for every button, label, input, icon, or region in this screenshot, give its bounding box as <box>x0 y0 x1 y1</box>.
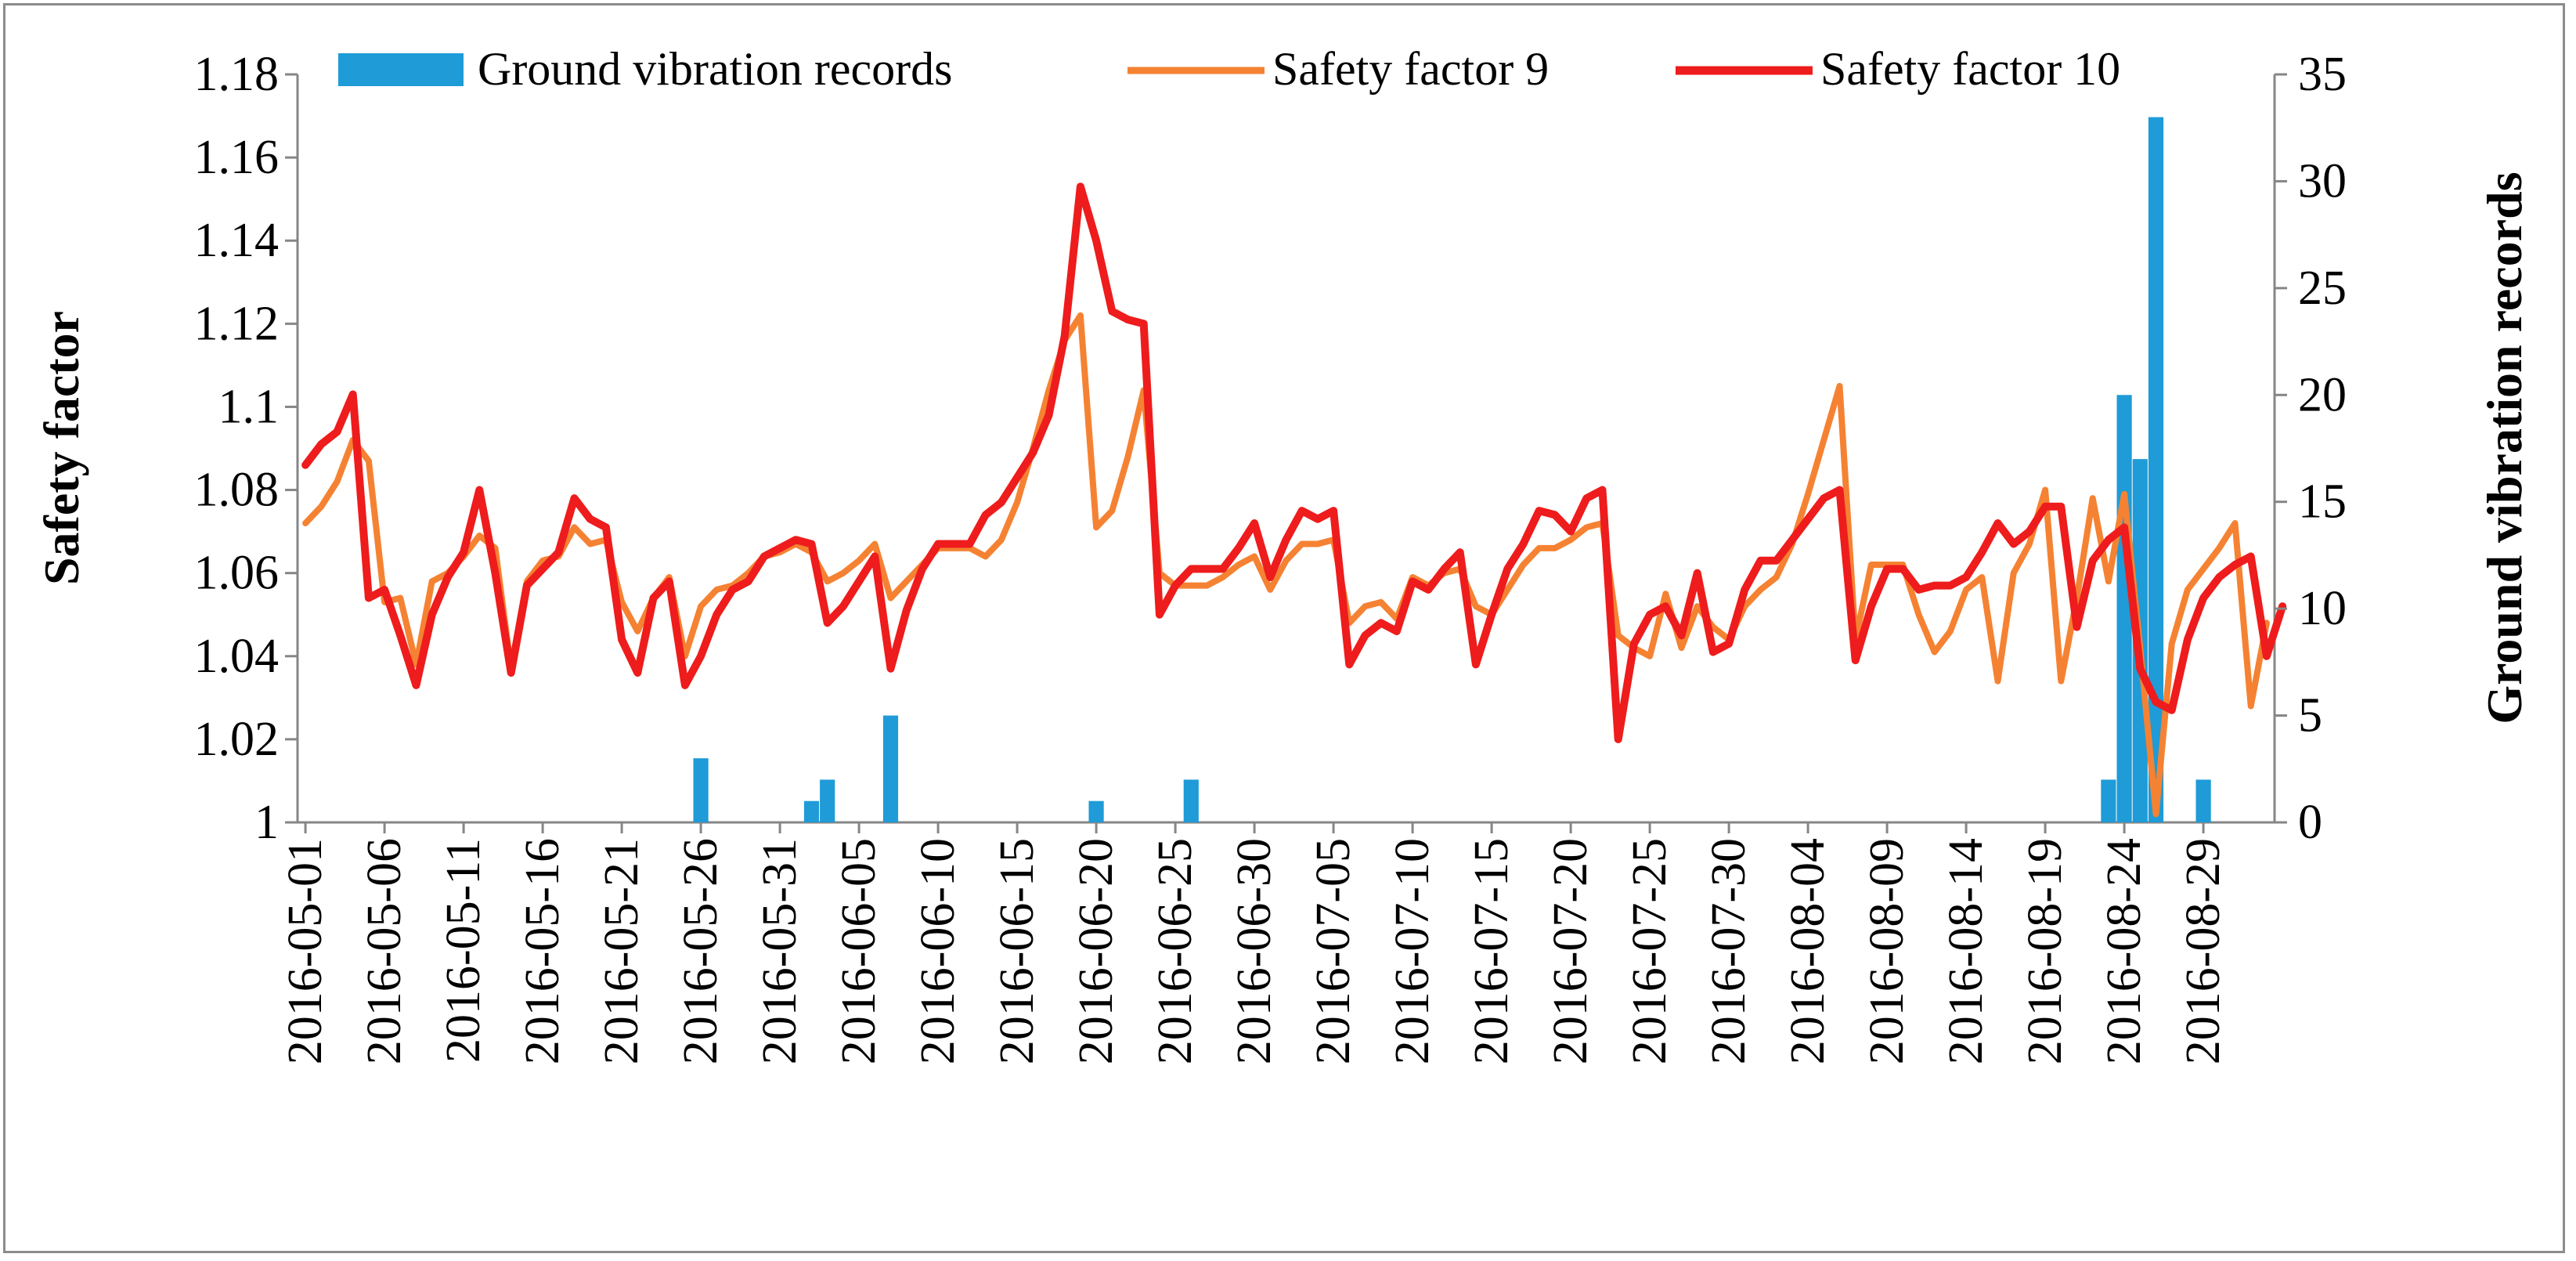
right-tick-label: 35 <box>2298 48 2347 101</box>
left-tick-label: 1.18 <box>194 48 280 101</box>
vibration-bar <box>803 800 820 822</box>
x-tick-label: 2016-06-10 <box>911 838 965 1064</box>
left-tick-label: 1.08 <box>194 464 280 517</box>
y-axis-title: Safety factor <box>34 311 89 585</box>
left-tick-label: 1.16 <box>194 131 280 184</box>
vibration-bars <box>693 117 2211 822</box>
legend-label-vibration: Ground vibration records <box>478 43 953 95</box>
x-tick-label: 2016-08-14 <box>1939 838 1993 1064</box>
legend-swatch-bars <box>338 53 464 86</box>
x-tick-label: 2016-06-25 <box>1149 838 1202 1064</box>
x-tick-label: 2016-08-29 <box>2177 838 2230 1064</box>
legend-item-sf10: Safety factor 10 <box>1676 43 2120 95</box>
plot-area: 1 1.02 1.04 1.06 1.08 1.1 1.12 1.14 1.16 1.18 0 5 1… <box>194 48 2347 1064</box>
series-line-safety-factor-10 <box>301 182 2287 743</box>
x-tick-label: 2016-05-16 <box>516 838 569 1064</box>
x-tick-label: 2016-07-10 <box>1386 838 1439 1064</box>
right-axis-ticks: 0 5 10 15 20 25 30 35 <box>2275 48 2347 849</box>
x-tick-label: 2016-05-26 <box>674 838 727 1064</box>
series-line-safety-factor-9 <box>302 312 2270 818</box>
x-tick-label: 2016-08-24 <box>2098 838 2151 1064</box>
x-tick-label: 2016-05-21 <box>595 838 648 1064</box>
x-tick-label: 2016-06-15 <box>990 838 1044 1064</box>
x-tick-label: 2016-07-05 <box>1307 838 1360 1064</box>
legend-item-vibration: Ground vibration records <box>338 43 953 95</box>
x-tick-label: 2016-05-06 <box>358 838 411 1064</box>
left-tick-label: 1.12 <box>194 297 280 350</box>
vibration-bar <box>820 779 835 822</box>
left-tick-label: 1.02 <box>194 713 280 766</box>
left-axis-ticks: 1 1.02 1.04 1.06 1.08 1.1 1.12 1.14 1.16 1.18 <box>194 48 298 849</box>
left-tick-label: 1 <box>254 796 279 849</box>
x-axis-ticks: 2016-05-01 2016-05-06 2016-05-11 2016-05-16… <box>279 822 2230 1064</box>
x-tick-label: 2016-06-20 <box>1070 838 1123 1064</box>
x-tick-label: 2016-06-30 <box>1228 838 1281 1064</box>
vibration-bar <box>1183 779 1199 822</box>
vibration-bar <box>2101 779 2116 822</box>
right-tick-label: 5 <box>2298 689 2322 743</box>
vibration-bar <box>693 758 709 822</box>
x-tick-label: 2016-07-15 <box>1465 838 1518 1064</box>
vibration-bar <box>2195 779 2211 822</box>
legend: Ground vibration records Safety factor 9… <box>338 43 2120 95</box>
left-tick-label: 1.14 <box>194 214 280 267</box>
x-tick-label: 2016-06-05 <box>832 838 886 1064</box>
x-tick-label: 2016-08-19 <box>2019 838 2072 1064</box>
x-tick-label: 2016-07-20 <box>1544 838 1597 1064</box>
legend-item-sf9: Safety factor 9 <box>1127 43 1549 95</box>
x-tick-label: 2016-05-31 <box>753 838 806 1064</box>
x-tick-label: 2016-05-01 <box>279 838 332 1064</box>
left-tick-label: 1.06 <box>194 547 280 600</box>
left-tick-label: 1.04 <box>194 630 280 683</box>
right-tick-label: 10 <box>2298 582 2347 635</box>
right-tick-label: 25 <box>2298 262 2347 315</box>
left-tick-label: 1.1 <box>218 380 280 433</box>
right-tick-label: 20 <box>2298 368 2347 421</box>
x-tick-label: 2016-07-30 <box>1702 838 1755 1064</box>
vibration-bar <box>1088 800 1104 822</box>
series-lines <box>301 182 2287 818</box>
legend-label-sf10: Safety factor 10 <box>1820 43 2120 95</box>
x-tick-label: 2016-07-25 <box>1623 838 1676 1064</box>
right-tick-label: 15 <box>2298 475 2347 529</box>
legend-label-sf9: Safety factor 9 <box>1272 43 1549 95</box>
right-tick-label: 30 <box>2298 154 2347 208</box>
vibration-bar <box>2148 117 2164 822</box>
x-tick-label: 2016-08-09 <box>1860 838 1914 1064</box>
vibration-bar <box>882 715 899 822</box>
right-tick-label: 0 <box>2298 796 2322 849</box>
x-tick-label: 2016-08-04 <box>1781 838 1835 1064</box>
x-tick-label: 2016-05-11 <box>437 838 490 1063</box>
y2-axis-title: Ground vibration records <box>2477 172 2532 724</box>
